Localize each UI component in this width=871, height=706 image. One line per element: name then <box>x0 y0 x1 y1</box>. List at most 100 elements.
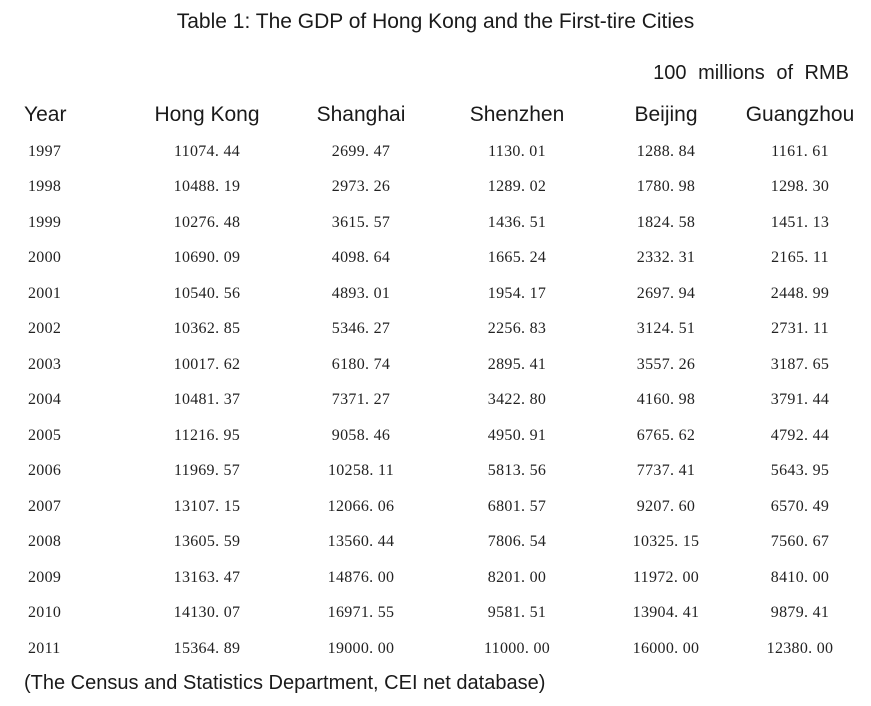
cell-guangzhou: 1298. 30 <box>770 178 830 196</box>
cell-beijing: 1824. 58 <box>636 213 696 231</box>
cell-guangzhou: 3791. 44 <box>770 391 830 409</box>
cell-shanghai: 14876. 00 <box>327 568 395 586</box>
cell-year: 1997 <box>28 142 62 160</box>
cell-shenzhen: 1289. 02 <box>487 178 547 196</box>
column-header-beijing: Beijing <box>634 103 698 126</box>
cell-shenzhen: 2895. 41 <box>487 355 547 373</box>
cell-year: 2005 <box>28 426 62 444</box>
cell-shanghai: 9058. 46 <box>331 426 391 444</box>
cell-beijing: 2332. 31 <box>636 249 696 267</box>
cell-beijing: 16000. 00 <box>632 639 700 657</box>
cell-beijing: 3557. 26 <box>636 355 696 373</box>
cell-shanghai: 12066. 06 <box>327 497 395 515</box>
source-note: (The Census and Statistics Department, C… <box>24 672 546 694</box>
table-row: 2010 14130. 07 16971. 55 9581. 51 13904. 41 9… <box>14 596 870 632</box>
cell-hong-kong: 10362. 85 <box>173 320 241 338</box>
cell-shenzhen: 1436. 51 <box>487 213 547 231</box>
table-row: 2005 11216. 95 9058. 46 4950. 91 6765. 62 479… <box>14 418 870 454</box>
column-header-year: Year <box>24 103 67 126</box>
cell-shanghai: 19000. 00 <box>327 639 395 657</box>
cell-shenzhen: 1954. 17 <box>487 284 547 302</box>
cell-year: 2006 <box>28 462 62 480</box>
cell-guangzhou: 6570. 49 <box>770 497 830 515</box>
table-row: 2009 13163. 47 14876. 00 8201. 00 11972. 00 8… <box>14 560 870 596</box>
cell-shenzhen: 1130. 01 <box>488 142 546 160</box>
cell-hong-kong: 10017. 62 <box>173 355 241 373</box>
cell-shenzhen: 4950. 91 <box>487 426 547 444</box>
cell-beijing: 1780. 98 <box>636 178 696 196</box>
cell-shanghai: 16971. 55 <box>327 604 395 622</box>
cell-shenzhen: 7806. 54 <box>487 533 547 551</box>
cell-beijing: 3124. 51 <box>636 320 696 338</box>
cell-beijing: 2697. 94 <box>636 284 696 302</box>
cell-hong-kong: 10481. 37 <box>173 391 241 409</box>
cell-year: 1999 <box>28 213 62 231</box>
cell-guangzhou: 12380. 00 <box>766 639 834 657</box>
table-row: 2006 11969. 57 10258. 11 5813. 56 7737. 41 56… <box>14 454 870 490</box>
cell-hong-kong: 13605. 59 <box>173 533 241 551</box>
cell-shanghai: 3615. 57 <box>331 213 391 231</box>
header-row: Year Hong Kong Shanghai Shenzhen Beijing Guan… <box>14 96 870 134</box>
cell-year: 2003 <box>28 355 62 373</box>
cell-guangzhou: 4792. 44 <box>770 426 830 444</box>
cell-year: 2004 <box>28 391 62 409</box>
cell-year: 2000 <box>28 249 62 267</box>
cell-shanghai: 10258. 11 <box>327 462 395 480</box>
cell-shanghai: 13560. 44 <box>327 533 395 551</box>
cell-guangzhou: 8410. 00 <box>770 568 830 586</box>
cell-guangzhou: 2731. 11 <box>771 320 829 338</box>
cell-shenzhen: 1665. 24 <box>487 249 547 267</box>
cell-hong-kong: 15364. 89 <box>173 639 241 657</box>
cell-shenzhen: 9581. 51 <box>487 604 547 622</box>
cell-year: 2008 <box>28 533 62 551</box>
cell-shanghai: 2973. 26 <box>331 178 391 196</box>
cell-year: 2002 <box>28 320 62 338</box>
cell-hong-kong: 10690. 09 <box>173 249 241 267</box>
cell-guangzhou: 1451. 13 <box>770 213 830 231</box>
column-header-hong-kong: Hong Kong <box>154 103 260 126</box>
cell-beijing: 9207. 60 <box>636 497 696 515</box>
table-row: 2007 13107. 15 12066. 06 6801. 57 9207. 60 65… <box>14 489 870 525</box>
cell-guangzhou: 9879. 41 <box>770 604 830 622</box>
cell-hong-kong: 10540. 56 <box>173 284 241 302</box>
cell-hong-kong: 10488. 19 <box>173 178 241 196</box>
cell-shanghai: 6180. 74 <box>331 355 391 373</box>
cell-beijing: 1288. 84 <box>636 142 696 160</box>
cell-shanghai: 7371. 27 <box>331 391 391 409</box>
column-header-shanghai: Shanghai <box>316 103 406 126</box>
cell-shenzhen: 8201. 00 <box>487 568 547 586</box>
table-row: 1999 10276. 48 3615. 57 1436. 51 1824. 58 145… <box>14 205 870 241</box>
cell-guangzhou: 5643. 95 <box>770 462 830 480</box>
cell-guangzhou: 2448. 99 <box>770 284 830 302</box>
cell-beijing: 6765. 62 <box>636 426 696 444</box>
table-title: Table 1: The GDP of Hong Kong and the Fi… <box>176 10 695 33</box>
cell-beijing: 4160. 98 <box>636 391 696 409</box>
cell-beijing: 13904. 41 <box>632 604 700 622</box>
cell-shanghai: 2699. 47 <box>331 142 391 160</box>
gdp-table: Year Hong Kong Shanghai Shenzhen Beijing Guan… <box>14 96 870 667</box>
cell-hong-kong: 11969. 57 <box>173 462 241 480</box>
cell-guangzhou: 2165. 11 <box>771 249 829 267</box>
table-body: 1997 11074. 44 2699. 47 1130. 01 1288. 84 116… <box>14 134 870 667</box>
cell-year: 1998 <box>28 178 62 196</box>
cell-shenzhen: 3422. 80 <box>487 391 547 409</box>
cell-shenzhen: 2256. 83 <box>487 320 547 338</box>
cell-hong-kong: 10276. 48 <box>173 213 241 231</box>
cell-beijing: 11972. 00 <box>632 568 700 586</box>
cell-guangzhou: 7560. 67 <box>770 533 830 551</box>
cell-year: 2011 <box>28 639 61 657</box>
table-row: 2002 10362. 85 5346. 27 2256. 83 3124. 51 273… <box>14 312 870 348</box>
table-row: 2000 10690. 09 4098. 64 1665. 24 2332. 31 216… <box>14 241 870 277</box>
cell-year: 2007 <box>28 497 62 515</box>
cell-shanghai: 4098. 64 <box>331 249 391 267</box>
table-row: 2004 10481. 37 7371. 27 3422. 80 4160. 98 379… <box>14 383 870 419</box>
cell-hong-kong: 11074. 44 <box>173 142 241 160</box>
cell-guangzhou: 3187. 65 <box>770 355 830 373</box>
column-header-shenzhen: Shenzhen <box>469 103 565 126</box>
cell-guangzhou: 1161. 61 <box>771 142 829 160</box>
cell-year: 2001 <box>28 284 62 302</box>
cell-year: 2010 <box>28 604 62 622</box>
cell-shenzhen: 5813. 56 <box>487 462 547 480</box>
cell-beijing: 7737. 41 <box>636 462 696 480</box>
cell-hong-kong: 11216. 95 <box>173 426 241 444</box>
